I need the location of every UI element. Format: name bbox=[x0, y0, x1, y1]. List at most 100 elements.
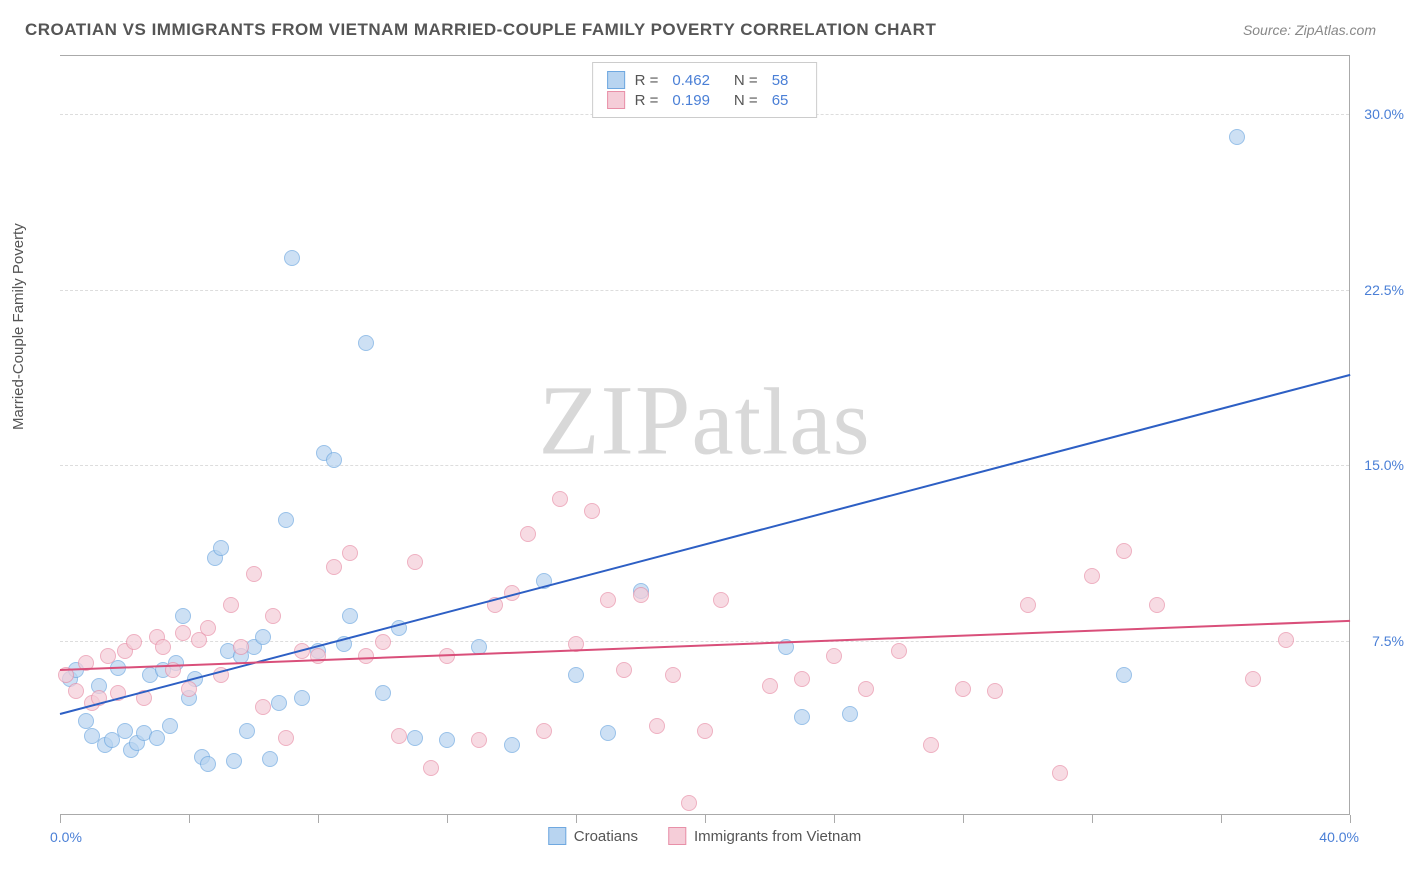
scatter-point-croatians bbox=[358, 335, 374, 351]
scatter-point-vietnam bbox=[265, 608, 281, 624]
scatter-point-vietnam bbox=[255, 699, 271, 715]
legend-label-croatians: Croatians bbox=[574, 828, 638, 845]
scatter-point-vietnam bbox=[278, 730, 294, 746]
legend-swatch-vietnam bbox=[668, 827, 686, 845]
scatter-point-croatians bbox=[162, 718, 178, 734]
scatter-point-vietnam bbox=[100, 648, 116, 664]
scatter-point-vietnam bbox=[1149, 597, 1165, 613]
x-tick bbox=[1221, 815, 1222, 823]
n-label: N = bbox=[734, 92, 758, 109]
bottom-legend: Croatians Immigrants from Vietnam bbox=[548, 827, 861, 845]
scatter-point-croatians bbox=[407, 730, 423, 746]
scatter-point-vietnam bbox=[1278, 632, 1294, 648]
watermark-text: ZIPatlas bbox=[538, 363, 870, 478]
scatter-point-croatians bbox=[117, 723, 133, 739]
scatter-point-croatians bbox=[326, 452, 342, 468]
scatter-point-croatians bbox=[149, 730, 165, 746]
scatter-point-vietnam bbox=[552, 491, 568, 507]
scatter-point-croatians bbox=[284, 250, 300, 266]
stats-row-croatians: R = 0.462 N = 58 bbox=[607, 71, 803, 89]
scatter-point-vietnam bbox=[181, 681, 197, 697]
scatter-point-croatians bbox=[262, 751, 278, 767]
x-tick bbox=[318, 815, 319, 823]
legend-item-vietnam: Immigrants from Vietnam bbox=[668, 827, 861, 845]
x-tick bbox=[834, 815, 835, 823]
scatter-point-croatians bbox=[568, 667, 584, 683]
legend-label-vietnam: Immigrants from Vietnam bbox=[694, 828, 861, 845]
scatter-point-vietnam bbox=[200, 620, 216, 636]
legend-item-croatians: Croatians bbox=[548, 827, 638, 845]
scatter-point-vietnam bbox=[126, 634, 142, 650]
scatter-point-vietnam bbox=[471, 732, 487, 748]
scatter-point-croatians bbox=[504, 737, 520, 753]
scatter-point-vietnam bbox=[391, 728, 407, 744]
y-tick-label: 15.0% bbox=[1364, 457, 1404, 473]
scatter-point-vietnam bbox=[423, 760, 439, 776]
scatter-point-vietnam bbox=[68, 683, 84, 699]
scatter-point-vietnam bbox=[584, 503, 600, 519]
scatter-point-vietnam bbox=[649, 718, 665, 734]
scatter-point-vietnam bbox=[955, 681, 971, 697]
chart-title: CROATIAN VS IMMIGRANTS FROM VIETNAM MARR… bbox=[25, 20, 936, 40]
scatter-point-vietnam bbox=[600, 592, 616, 608]
legend-swatch-croatians bbox=[548, 827, 566, 845]
scatter-point-vietnam bbox=[681, 795, 697, 811]
scatter-point-vietnam bbox=[326, 559, 342, 575]
scatter-point-vietnam bbox=[616, 662, 632, 678]
chart-plot-area: ZIPatlas 7.5%15.0%22.5%30.0% 0.0% 40.0% … bbox=[60, 55, 1350, 815]
y-tick-label: 30.0% bbox=[1364, 106, 1404, 122]
scatter-point-vietnam bbox=[175, 625, 191, 641]
scatter-point-vietnam bbox=[665, 667, 681, 683]
scatter-point-croatians bbox=[226, 753, 242, 769]
scatter-point-croatians bbox=[375, 685, 391, 701]
source-attribution: Source: ZipAtlas.com bbox=[1243, 22, 1376, 38]
scatter-point-vietnam bbox=[1116, 543, 1132, 559]
scatter-point-croatians bbox=[439, 732, 455, 748]
scatter-point-vietnam bbox=[1052, 765, 1068, 781]
scatter-point-croatians bbox=[842, 706, 858, 722]
scatter-point-vietnam bbox=[987, 683, 1003, 699]
scatter-point-vietnam bbox=[536, 723, 552, 739]
scatter-point-vietnam bbox=[520, 526, 536, 542]
scatter-point-croatians bbox=[200, 756, 216, 772]
trend-line-croatians bbox=[60, 374, 1351, 715]
scatter-point-croatians bbox=[271, 695, 287, 711]
x-tick bbox=[576, 815, 577, 823]
scatter-point-vietnam bbox=[246, 566, 262, 582]
scatter-point-vietnam bbox=[375, 634, 391, 650]
scatter-point-croatians bbox=[1116, 667, 1132, 683]
stats-row-vietnam: R = 0.199 N = 65 bbox=[607, 91, 803, 109]
scatter-point-vietnam bbox=[713, 592, 729, 608]
scatter-point-vietnam bbox=[923, 737, 939, 753]
scatter-point-vietnam bbox=[826, 648, 842, 664]
scatter-point-vietnam bbox=[762, 678, 778, 694]
r-label: R = bbox=[635, 72, 659, 89]
scatter-point-vietnam bbox=[310, 648, 326, 664]
scatter-point-vietnam bbox=[233, 639, 249, 655]
scatter-point-vietnam bbox=[794, 671, 810, 687]
x-tick bbox=[1350, 815, 1351, 823]
r-label: R = bbox=[635, 92, 659, 109]
scatter-point-croatians bbox=[255, 629, 271, 645]
scatter-point-croatians bbox=[213, 540, 229, 556]
stats-legend-box: R = 0.462 N = 58 R = 0.199 N = 65 bbox=[592, 62, 818, 118]
y-tick-label: 7.5% bbox=[1372, 633, 1404, 649]
x-tick bbox=[189, 815, 190, 823]
scatter-point-vietnam bbox=[858, 681, 874, 697]
x-tick bbox=[705, 815, 706, 823]
scatter-point-croatians bbox=[175, 608, 191, 624]
scatter-point-croatians bbox=[342, 608, 358, 624]
swatch-croatians bbox=[607, 71, 625, 89]
r-value-croatians: 0.462 bbox=[672, 72, 710, 89]
x-axis-min-label: 0.0% bbox=[50, 829, 82, 845]
swatch-vietnam bbox=[607, 91, 625, 109]
scatter-point-vietnam bbox=[1020, 597, 1036, 613]
scatter-point-croatians bbox=[278, 512, 294, 528]
x-axis-max-label: 40.0% bbox=[1319, 829, 1359, 845]
scatter-point-vietnam bbox=[697, 723, 713, 739]
scatter-point-croatians bbox=[294, 690, 310, 706]
n-value-vietnam: 65 bbox=[772, 92, 789, 109]
scatter-point-vietnam bbox=[358, 648, 374, 664]
scatter-point-vietnam bbox=[891, 643, 907, 659]
scatter-point-vietnam bbox=[1245, 671, 1261, 687]
